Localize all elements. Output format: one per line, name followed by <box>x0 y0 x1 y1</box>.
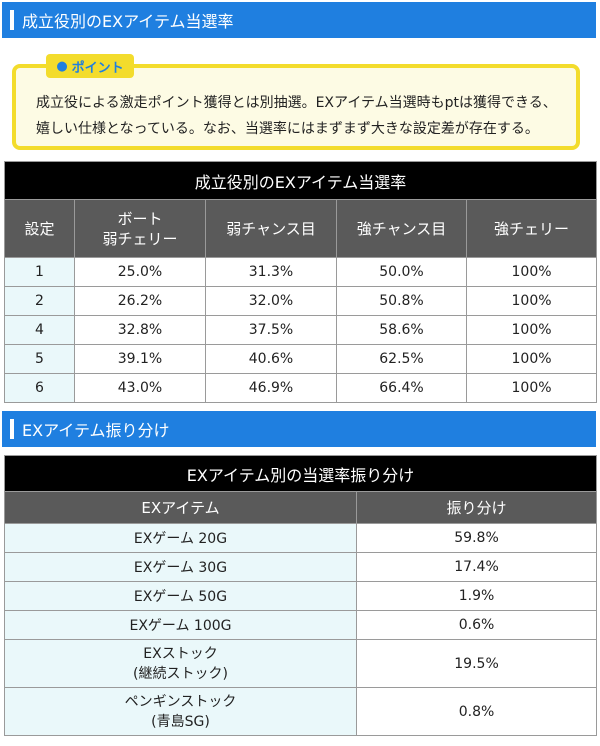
lightbulb-icon: ● <box>56 58 68 74</box>
rate-cell: 25.0% <box>74 257 206 287</box>
table-row: EXゲーム 20G 59.8% <box>4 523 598 553</box>
rate-cell: 46.9% <box>205 373 337 403</box>
setting-cell: 1 <box>4 257 75 287</box>
rate-cell: 100% <box>465 286 598 316</box>
table-row: 6 43.0% 46.9% 66.4% 100% <box>4 373 598 403</box>
rate-cell: 100% <box>465 373 598 403</box>
item-cell: ペンギンストック (青島SG) <box>4 687 357 736</box>
section-header-1: 成立役別のEXアイテム当選率 <box>2 2 596 38</box>
rate-cell: 37.5% <box>205 315 337 345</box>
rate-cell: 39.1% <box>74 344 206 374</box>
item-name: ペンギンストック <box>124 693 237 710</box>
table-row: EXゲーム 100G 0.6% <box>4 610 598 640</box>
column-header-line: ボート <box>117 209 163 228</box>
column-header: 強チェリー <box>465 199 598 258</box>
ratio-cell: 0.6% <box>355 610 598 640</box>
item-subname: (青島SG) <box>151 713 210 730</box>
ratio-cell: 17.4% <box>355 552 598 582</box>
point-box <box>12 64 580 150</box>
section-header-2: EXアイテム振り分け <box>2 411 596 447</box>
column-header: 振り分け <box>355 491 598 524</box>
rate-cell: 62.5% <box>336 344 467 374</box>
rate-cell: 32.0% <box>205 286 337 316</box>
point-text-line: 成立役による激走ポイント獲得とは別抽選。EXアイテム当選時もptは獲得できる、 <box>36 95 557 111</box>
table-row: 5 39.1% 40.6% 62.5% 100% <box>4 344 598 374</box>
column-header-line: 弱チェリー <box>102 229 178 248</box>
setting-cell: 5 <box>4 344 75 374</box>
item-name: EXストック <box>143 645 218 662</box>
section-marker <box>10 10 14 30</box>
rate-cell: 40.6% <box>205 344 337 374</box>
item-subname: (継続ストック) <box>133 665 228 682</box>
item-cell: EXストック (継続ストック) <box>4 639 357 688</box>
column-header: 弱チャンス目 <box>205 199 337 258</box>
table-row: EXゲーム 30G 17.4% <box>4 552 598 582</box>
setting-cell: 4 <box>4 315 75 345</box>
table-row: ペンギンストック (青島SG) 0.8% <box>4 687 598 736</box>
setting-cell: 6 <box>4 373 75 403</box>
point-text: 成立役による激走ポイント獲得とは別抽選。EXアイテム当選時もptは獲得できる、 … <box>36 90 576 142</box>
point-text-line: 嬉しい仕様となっている。なお、当選率にはまずまず大きな設定差が存在する。 <box>36 121 539 137</box>
rate-cell: 100% <box>465 315 598 345</box>
section-marker <box>10 419 14 439</box>
table-row: 1 25.0% 31.3% 50.0% 100% <box>4 257 598 287</box>
column-header: 強チャンス目 <box>336 199 467 258</box>
rate-cell: 26.2% <box>74 286 206 316</box>
setting-rate-table: 成立役別のEXアイテム当選率 設定 ボート 弱チェリー 弱チャンス目 強チャンス… <box>3 161 598 403</box>
rate-cell: 43.0% <box>74 373 206 403</box>
point-tag-label: ポイント <box>71 60 124 76</box>
item-cell: EXゲーム 100G <box>4 610 357 640</box>
ratio-cell: 59.8% <box>355 523 598 553</box>
rate-cell: 31.3% <box>205 257 337 287</box>
ratio-cell: 1.9% <box>355 581 598 611</box>
setting-cell: 2 <box>4 286 75 316</box>
table-title: 成立役別のEXアイテム当選率 <box>3 161 598 200</box>
section-title: EXアイテム振り分け <box>22 421 170 440</box>
column-header: 設定 <box>4 199 75 258</box>
ratio-cell: 0.8% <box>355 687 598 736</box>
rate-cell: 100% <box>465 257 598 287</box>
rate-cell: 66.4% <box>336 373 467 403</box>
column-header: ボート 弱チェリー <box>74 199 206 258</box>
rate-cell: 100% <box>465 344 598 374</box>
rate-cell: 50.8% <box>336 286 467 316</box>
table-row: 4 32.8% 37.5% 58.6% 100% <box>4 315 598 345</box>
table-row: EXゲーム 50G 1.9% <box>4 581 598 611</box>
rate-cell: 32.8% <box>74 315 206 345</box>
item-cell: EXゲーム 30G <box>4 552 357 582</box>
table-title: EXアイテム別の当選率振り分け <box>3 455 598 492</box>
item-cell: EXゲーム 50G <box>4 581 357 611</box>
table-row: 2 26.2% 32.0% 50.8% 100% <box>4 286 598 316</box>
ratio-cell: 19.5% <box>355 639 598 688</box>
rate-cell: 58.6% <box>336 315 467 345</box>
column-header: EXアイテム <box>4 491 357 524</box>
point-tag: ● ポイント <box>46 54 134 78</box>
rate-cell: 50.0% <box>336 257 467 287</box>
item-cell: EXゲーム 20G <box>4 523 357 553</box>
table-row: EXストック (継続ストック) 19.5% <box>4 639 598 688</box>
item-distribution-table: EXアイテム別の当選率振り分け EXアイテム 振り分け EXゲーム 20G 59… <box>3 455 598 736</box>
section-title: 成立役別のEXアイテム当選率 <box>22 12 234 31</box>
